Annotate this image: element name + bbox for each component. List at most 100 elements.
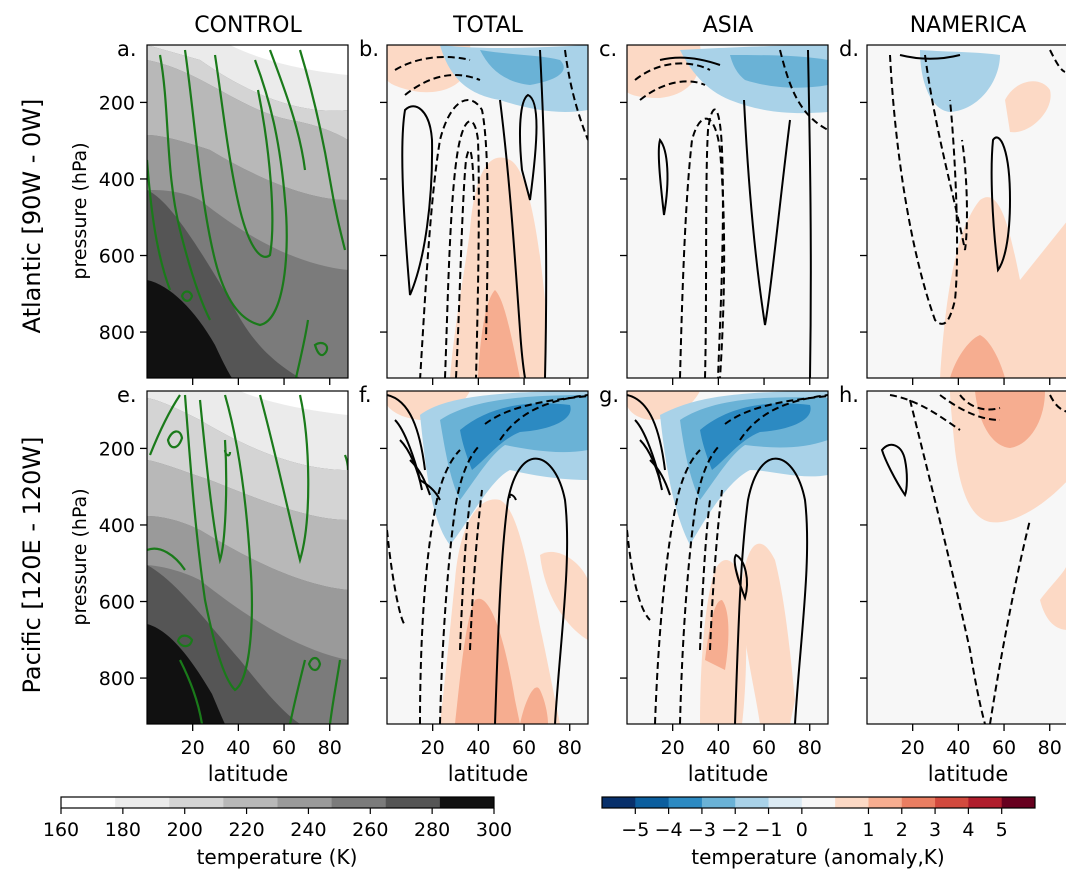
panel-e-field (147, 391, 348, 724)
x-tick-label: 40 (706, 737, 730, 759)
colorbar-temperature: 160 180 200 220 240 260 280 300 (43, 796, 512, 841)
x-tick-label: 60 (512, 737, 536, 759)
colorbar-tick-label: 240 (290, 819, 326, 841)
colorbar-segment (901, 797, 936, 808)
panel-f-field (387, 391, 588, 724)
panel-a (146, 44, 349, 379)
panel-g-field (627, 391, 828, 724)
colorbar-tick-label: 220 (228, 819, 264, 841)
colorbar-segment (701, 797, 736, 808)
colorbar-segment (835, 797, 869, 808)
colorbar-tick-label: 1 (862, 819, 874, 841)
panel-letter-e: e. (117, 383, 137, 407)
colorbar-tick-label: 200 (167, 819, 203, 841)
x-tick-label: 40 (226, 737, 250, 759)
panel-b (386, 44, 589, 379)
panel-e (146, 390, 349, 725)
panel-d (866, 44, 1066, 379)
colorbar-tick-label: −2 (721, 819, 749, 841)
colorbar-tick-label: −1 (755, 819, 783, 841)
colorbar-segment (801, 797, 836, 808)
colorbar-tick-label: 5 (996, 819, 1008, 841)
panel-letter-c: c. (599, 37, 617, 61)
x-tick-label: 80 (798, 737, 822, 759)
axis-ticks: 200 400 600 800 20 40 60 80 200 400 600 800 20 40 60 80… (99, 92, 1062, 759)
colorbar-tick-label: 300 (476, 819, 512, 841)
colorbar-segment (331, 797, 387, 808)
colorbar-tick-label: −3 (688, 819, 716, 841)
colorbar-temperature-label: temperature (K) (197, 845, 358, 869)
ylabel-row1: pressure (hPa) (69, 142, 91, 279)
panel-letter-d: d. (839, 37, 859, 61)
xlabel-h: latitude (928, 762, 1009, 786)
panel-letter-b: b. (359, 37, 379, 61)
colorbar-segment (115, 797, 170, 808)
xlabel-f: latitude (448, 762, 529, 786)
colorbar-tick-label: 260 (352, 819, 388, 841)
panel-h (866, 390, 1066, 725)
row-label-pacific: Pacific [120E - 120W] (18, 436, 46, 693)
column-title-asia: ASIA (703, 13, 754, 38)
colorbar-segment (1001, 797, 1036, 808)
x-tick-label: 40 (946, 737, 970, 759)
y-tick-label: 600 (99, 592, 135, 614)
panel-d-field (867, 45, 1066, 378)
x-tick-label: 60 (272, 737, 296, 759)
colorbar-segment (768, 797, 803, 808)
panel-letter-g: g. (599, 383, 619, 407)
x-tick-label: 20 (421, 737, 445, 759)
colorbar-segment (439, 797, 495, 808)
xlabel-e: latitude (208, 762, 289, 786)
x-tick-label: 20 (181, 737, 205, 759)
column-title-control: CONTROL (194, 13, 302, 38)
colorbar-tick-label: 160 (43, 819, 79, 841)
xlabel-g: latitude (688, 762, 769, 786)
colorbar-segment (169, 797, 224, 808)
colorbar-tick-label: 2 (896, 819, 908, 841)
colorbar-segment (385, 797, 441, 808)
panel-h-field (867, 391, 1066, 724)
panel-letter-f: f. (359, 383, 372, 407)
colorbar-tick-label: 3 (929, 819, 941, 841)
x-tick-label: 60 (752, 737, 776, 759)
x-tick-label: 20 (661, 737, 685, 759)
panel-letter-a: a. (117, 37, 137, 61)
colorbar-tick-label: 4 (962, 819, 974, 841)
colorbar-frame (60, 796, 495, 809)
panel-f (386, 390, 589, 725)
panel-letter-h: h. (839, 383, 859, 407)
panel-c-field (627, 45, 828, 378)
x-tick-label: 60 (992, 737, 1016, 759)
panel-a-field (147, 45, 348, 378)
x-tick-label: 80 (1038, 737, 1062, 759)
colorbar-segment (277, 797, 333, 808)
colorbar-tick-label: −4 (655, 819, 683, 841)
colorbar-anomaly-label: temperature (anomaly,K) (691, 845, 944, 869)
colorbar-segment (635, 797, 670, 808)
y-tick-label: 400 (99, 515, 135, 537)
x-tick-label: 80 (318, 737, 342, 759)
colorbar-segment (735, 797, 770, 808)
x-tick-label: 80 (558, 737, 582, 759)
y-tick-label: 200 (99, 438, 135, 460)
x-tick-label: 20 (901, 737, 925, 759)
colorbar-segment (868, 797, 903, 808)
panel-c (626, 44, 829, 379)
panel-g (626, 390, 829, 725)
column-title-total: TOTAL (452, 13, 524, 38)
colorbar-segment (668, 797, 703, 808)
y-tick-label: 800 (99, 322, 135, 344)
x-tick-label: 40 (466, 737, 490, 759)
colorbar-tick-label: 280 (414, 819, 450, 841)
column-title-namerica: NAMERICA (910, 13, 1027, 38)
colorbar-segment (968, 797, 1003, 808)
y-tick-label: 600 (99, 246, 135, 268)
colorbar-segment (223, 797, 278, 808)
colorbar-tick-label: 180 (105, 819, 141, 841)
panel-b-field (387, 45, 588, 378)
ylabel-row2: pressure (hPa) (69, 488, 91, 625)
y-tick-label: 800 (99, 668, 135, 690)
colorbar-tick-label: −5 (621, 819, 649, 841)
colorbar-anomaly: −5 −4 −3 −2 −1 0 1 2 3 4 5 (601, 796, 1036, 841)
